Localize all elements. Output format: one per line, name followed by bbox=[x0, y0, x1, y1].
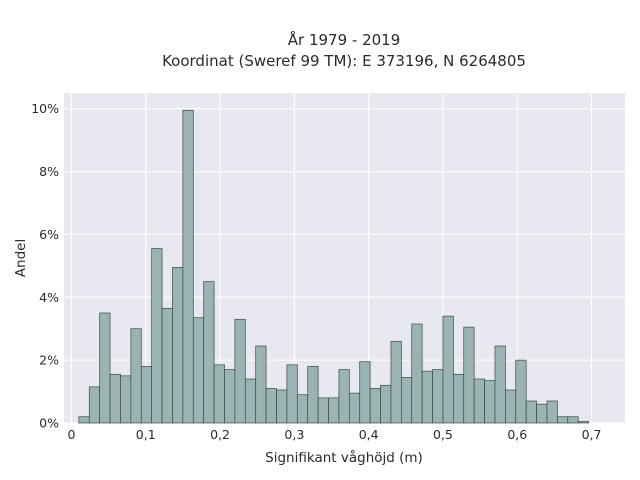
histogram-bar bbox=[203, 281, 215, 424]
histogram-bar bbox=[494, 345, 506, 424]
histogram-bar bbox=[463, 326, 475, 424]
chart-title: År 1979 - 2019 bbox=[288, 30, 401, 49]
histogram-bar bbox=[276, 389, 288, 424]
histogram-bar bbox=[338, 369, 350, 424]
histogram-bar bbox=[255, 345, 267, 424]
histogram-bar bbox=[453, 373, 465, 424]
histogram-bar bbox=[78, 416, 90, 424]
x-tick-label: 0,1 bbox=[136, 427, 156, 442]
histogram-bar bbox=[432, 369, 444, 424]
histogram-bar bbox=[192, 317, 205, 424]
x-tick-label: 0,2 bbox=[210, 427, 230, 442]
y-tick-label: 2% bbox=[39, 353, 59, 368]
histogram-bar bbox=[400, 377, 413, 424]
histogram-bar bbox=[307, 366, 319, 424]
x-axis-ticks: 0 0,1 0,2 0,3 0,4 0,5 0,6 0,7 bbox=[67, 427, 601, 442]
histogram-bar bbox=[328, 397, 340, 424]
histogram-bar bbox=[120, 375, 132, 424]
histogram-bar bbox=[224, 369, 236, 424]
x-tick-label: 0,3 bbox=[284, 427, 304, 442]
histogram-bar bbox=[577, 421, 589, 424]
histogram-bar bbox=[88, 386, 101, 424]
y-tick-label: 0% bbox=[39, 416, 59, 431]
y-axis-ticks: 0% 2% 4% 6% 8% 10% bbox=[31, 101, 59, 430]
histogram-bar bbox=[130, 328, 142, 424]
histogram-bar bbox=[515, 359, 527, 424]
histogram-bar bbox=[442, 315, 454, 424]
histogram-bar bbox=[140, 366, 153, 424]
x-tick-label: 0,5 bbox=[433, 427, 453, 442]
chart-subtitle: Koordinat (Sweref 99 TM): E 373196, N 62… bbox=[162, 52, 526, 70]
histogram-bar bbox=[296, 394, 309, 424]
y-tick-label: 10% bbox=[31, 101, 59, 116]
histogram-bar bbox=[182, 109, 194, 424]
histogram-bar bbox=[505, 389, 517, 424]
x-tick-label: 0,7 bbox=[582, 427, 602, 442]
histogram-bar bbox=[473, 378, 485, 424]
histogram-bar bbox=[317, 397, 329, 424]
histogram-bar bbox=[161, 307, 173, 424]
histogram-bar bbox=[421, 370, 433, 424]
x-tick-label: 0,4 bbox=[359, 427, 379, 442]
histogram-bar bbox=[286, 364, 298, 424]
histogram-bar bbox=[99, 312, 111, 424]
histogram-bar bbox=[244, 378, 257, 424]
histogram-bar bbox=[411, 323, 423, 424]
histogram-bar bbox=[525, 400, 537, 424]
histogram-bar bbox=[172, 267, 184, 424]
histogram-bar bbox=[151, 248, 163, 424]
histogram-bar bbox=[213, 364, 225, 424]
x-tick-label: 0,6 bbox=[507, 427, 527, 442]
x-tick-label: 0 bbox=[67, 427, 75, 442]
x-axis-label: Signifikant våghöjd (m) bbox=[265, 449, 423, 466]
histogram-bar bbox=[265, 388, 277, 424]
histogram-bar bbox=[234, 318, 246, 424]
histogram-bar bbox=[380, 384, 392, 424]
y-axis-label: Andel bbox=[13, 239, 29, 277]
histogram-bar bbox=[557, 416, 569, 424]
histogram-bar bbox=[348, 392, 361, 424]
y-tick-label: 6% bbox=[39, 227, 59, 242]
y-tick-label: 8% bbox=[39, 164, 59, 179]
histogram-bar bbox=[484, 380, 496, 424]
histogram-bar bbox=[567, 416, 579, 424]
histogram-bar bbox=[109, 373, 121, 424]
histogram-bar bbox=[359, 361, 371, 424]
histogram-bar bbox=[390, 340, 402, 424]
bars bbox=[78, 109, 589, 424]
y-tick-label: 4% bbox=[39, 290, 59, 305]
histogram-bar bbox=[536, 403, 548, 424]
histogram-bar bbox=[546, 400, 558, 424]
histogram-bar bbox=[369, 388, 381, 424]
